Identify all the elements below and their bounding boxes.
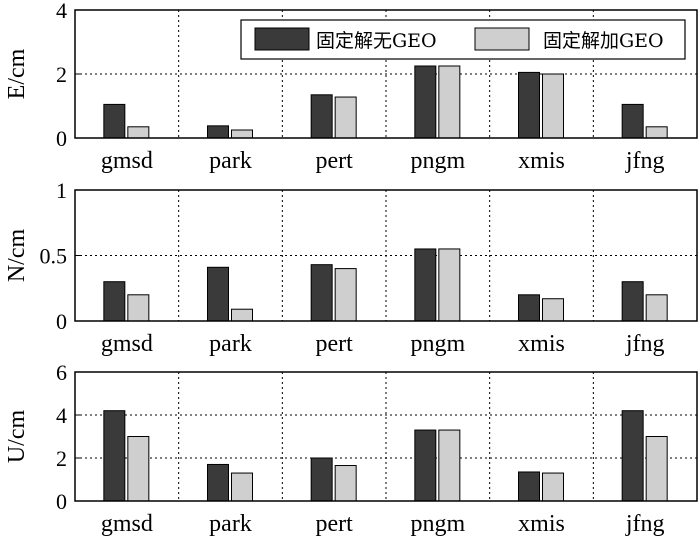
category-label-xmis: xmis	[518, 511, 565, 537]
category-label-jfng: jfng	[625, 331, 665, 357]
y-tick-label: 4	[56, 0, 67, 23]
bar-park-series-2	[231, 472, 253, 502]
legend: 固定解无GEO 固定解加GEO	[240, 19, 686, 60]
bar-pngm-series-2	[438, 248, 461, 322]
category-label-jfng: jfng	[625, 511, 665, 537]
bar-pert-series-1	[310, 94, 333, 139]
y-tick-label: 6	[56, 360, 67, 385]
bar-xmis-series-2	[542, 472, 564, 502]
bar-pngm-series-1	[414, 65, 437, 139]
bar-park-series-1	[207, 266, 229, 322]
category-label-park: park	[209, 331, 252, 357]
bar-pngm-series-1	[414, 429, 437, 502]
category-label-xmis: xmis	[518, 148, 565, 174]
bar-park-series-1	[207, 463, 229, 502]
bar-jfng-series-1	[621, 281, 644, 322]
bar-jfng-series-2	[645, 294, 668, 322]
category-label-pngm: pngm	[410, 148, 465, 174]
y-tick-label: 1	[56, 178, 67, 203]
bar-pert-series-1	[310, 264, 333, 322]
y-tick-label: 4	[56, 403, 67, 428]
bar-jfng-series-2	[645, 126, 668, 139]
bar-gmsd-series-2	[127, 126, 150, 139]
bar-jfng-series-2	[645, 436, 668, 502]
bar-pert-series-2	[334, 465, 357, 502]
bar-jfng-series-1	[621, 410, 644, 502]
bar-gmsd-series-1	[103, 281, 126, 322]
legend-swatch-series-1	[254, 27, 310, 51]
category-label-xmis: xmis	[518, 331, 565, 357]
bar-pngm-series-2	[438, 65, 461, 139]
bar-pngm-series-2	[438, 429, 461, 502]
category-label-park: park	[209, 148, 252, 174]
bar-pert-series-1	[310, 457, 333, 502]
bar-xmis-series-1	[518, 294, 540, 322]
category-label-pngm: pngm	[410, 331, 465, 357]
category-label-gmsd: gmsd	[101, 148, 153, 174]
category-label-gmsd: gmsd	[101, 511, 153, 537]
bar-park-series-2	[231, 129, 253, 139]
legend-swatch-series-2	[474, 27, 530, 51]
y-tick-label: 2	[56, 446, 67, 471]
bar-gmsd-series-1	[103, 103, 126, 139]
category-label-gmsd: gmsd	[101, 331, 153, 357]
category-label-pngm: pngm	[410, 511, 465, 537]
y-tick-label: 0	[56, 126, 67, 151]
legend-label-series-1: 固定解无GEO	[316, 30, 437, 52]
y-tick-label: 2	[56, 62, 67, 87]
y-tick-label: 0	[56, 309, 67, 334]
category-label-pert: pert	[316, 511, 354, 537]
bar-jfng-series-1	[621, 103, 644, 139]
bar-gmsd-series-1	[103, 410, 126, 502]
legend-box	[240, 19, 686, 60]
legend-label-series-2: 固定解加GEO	[543, 30, 664, 52]
plot-frame	[74, 371, 698, 502]
bar-xmis-series-2	[542, 73, 564, 139]
bar-park-series-2	[231, 308, 253, 322]
y-axis-title: E/cm	[4, 48, 30, 99]
category-label-pert: pert	[316, 148, 354, 174]
category-label-pert: pert	[316, 331, 354, 357]
bar-gmsd-series-2	[127, 294, 150, 322]
bar-xmis-series-1	[518, 71, 540, 139]
bar-gmsd-series-2	[127, 436, 150, 502]
y-axis-title: N/cm	[4, 229, 30, 283]
y-axis-title: U/cm	[4, 410, 30, 464]
y-tick-label: 0.5	[40, 244, 68, 269]
bar-pert-series-2	[334, 268, 357, 322]
bar-park-series-1	[207, 125, 229, 139]
panel-n: gmsd park pert pngm xmis jfng 0 0.5 1 N/cm	[4, 178, 698, 357]
category-label-park: park	[209, 511, 252, 537]
bar-pert-series-2	[334, 96, 357, 139]
panel-u: gmsd park pert pngm xmis jfng 0 2 4 6 U/cm	[4, 360, 698, 537]
bar-xmis-series-1	[518, 471, 540, 502]
category-label-jfng: jfng	[625, 148, 665, 174]
bar-pngm-series-1	[414, 248, 437, 322]
y-tick-label: 0	[56, 489, 67, 514]
bar-xmis-series-2	[542, 298, 564, 322]
